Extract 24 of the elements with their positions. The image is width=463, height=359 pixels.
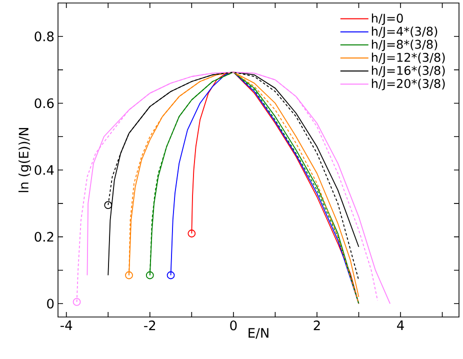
x-tick-label: -4 (60, 320, 72, 330)
point (125, 271, 133, 280)
x-tick-label: 2 (314, 320, 320, 330)
point (146, 271, 154, 280)
point (104, 201, 112, 210)
y-tick-label: 0.4 (34, 165, 54, 175)
legend-label: h/J=8*(3/8) (372, 40, 438, 52)
legend-label: h/J=16*(3/8) (372, 66, 445, 78)
y-tick-label: 0.6 (34, 98, 54, 108)
x-tick-label: 4 (397, 320, 404, 330)
point (72, 298, 81, 306)
legend-label: h/J=4*(3/8) (372, 26, 438, 38)
legend-label: h/J=20*(3/8) (372, 78, 445, 90)
x-tick-label: 0 (230, 320, 237, 330)
legend-label: h/J=0 (372, 13, 403, 25)
y-axis-title: ln (g(E))/N (18, 128, 32, 192)
legend-label: h/J=12*(3/8) (372, 52, 445, 64)
y-tick-label: 0.8 (34, 32, 54, 42)
y-tick-label: 0 (47, 298, 54, 309)
point (188, 230, 196, 238)
x-axis-title: E/N (248, 328, 268, 339)
point (166, 271, 175, 280)
x-tick-label: -2 (144, 320, 156, 330)
y-tick-label: 0.2 (34, 232, 54, 242)
